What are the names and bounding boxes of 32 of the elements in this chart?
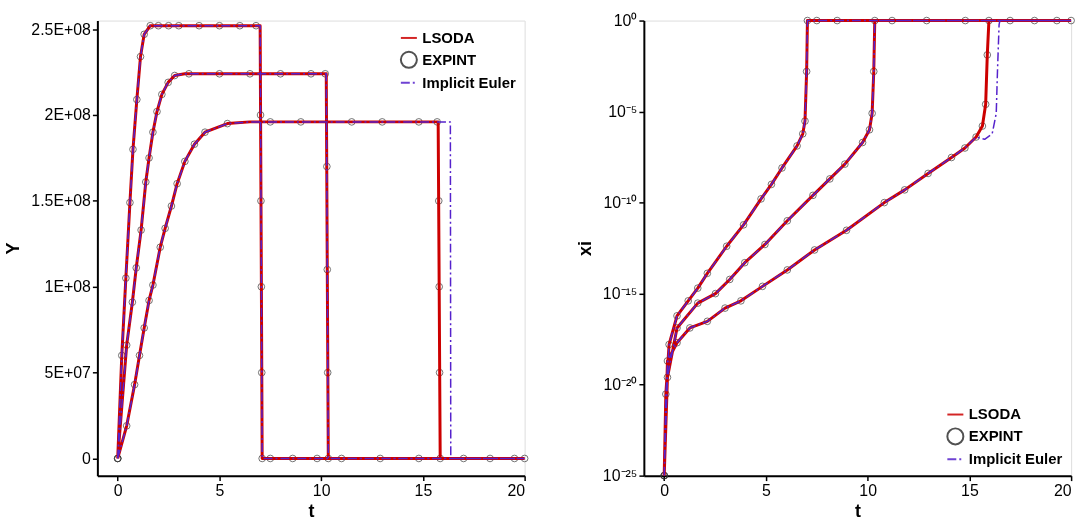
- y-axis-title: xi: [574, 241, 595, 257]
- legend-label: Implicit Euler: [422, 74, 516, 91]
- x-tick-label: 5: [762, 482, 772, 500]
- legend-label: Implicit Euler: [968, 451, 1063, 468]
- y-tick-label: 10⁻¹⁰: [603, 194, 638, 212]
- y-tick-label: 1E+08: [44, 278, 92, 296]
- x-axis-title: t: [308, 500, 315, 521]
- y-tick-label: 2.5E+08: [31, 20, 92, 38]
- y-axis-title: Y: [3, 242, 24, 255]
- x-tick-label: 10: [859, 482, 878, 500]
- x-tick-label: 20: [1053, 482, 1072, 500]
- x-tick-label: 5: [215, 482, 225, 500]
- legend-label: EXPINT: [422, 51, 477, 68]
- x-tick-label: 10: [312, 482, 331, 500]
- legend-label: LSODA: [422, 29, 475, 46]
- y-tick-label: 5E+07: [44, 364, 92, 382]
- x-tick-label: 15: [961, 482, 979, 500]
- y-tick-label: 10⁻²⁵: [602, 467, 638, 485]
- y-tick-label: 10⁻²⁰: [603, 376, 638, 394]
- y-tick-label: 10⁻⁵: [608, 103, 638, 121]
- y-tick-label: 1.5E+08: [31, 192, 92, 210]
- legend-label: LSODA: [968, 406, 1022, 423]
- x-tick-label: 0: [660, 482, 670, 500]
- y-tick-label: 0: [82, 449, 92, 467]
- x-tick-label: 15: [414, 482, 433, 500]
- y-tick-label: 2E+08: [44, 106, 92, 124]
- x-axis-title: t: [855, 500, 862, 521]
- x-tick-label: 20: [507, 482, 526, 500]
- y-tick-label: 10⁰: [613, 12, 638, 30]
- y-tick-label: 10⁻¹⁵: [602, 285, 638, 303]
- x-tick-label: 0: [113, 482, 123, 500]
- legend-label: EXPINT: [968, 428, 1023, 445]
